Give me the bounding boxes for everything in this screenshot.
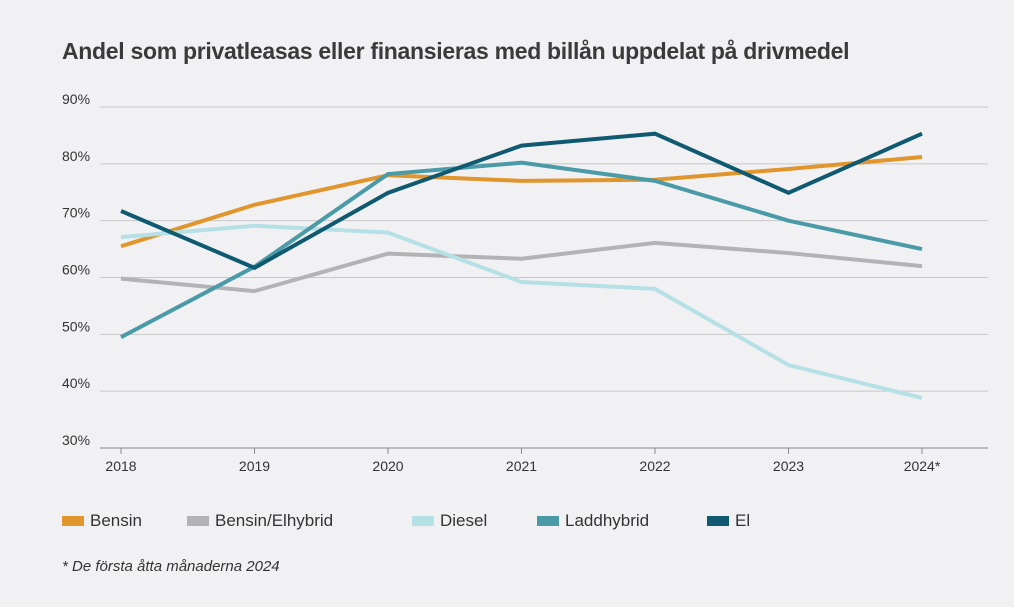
series-line-bensin — [120, 155, 923, 249]
legend-item: Diesel — [412, 511, 537, 531]
y-tick-label: 90% — [62, 91, 90, 107]
x-tick-label: 2019 — [239, 458, 270, 474]
legend-item: El — [707, 511, 767, 531]
legend-label: Bensin/Elhybrid — [215, 511, 334, 530]
y-tick-label: 70% — [62, 205, 90, 221]
y-tick-label: 80% — [62, 148, 90, 164]
legend-label: Bensin — [90, 511, 142, 530]
legend-item: Laddhybrid — [537, 511, 707, 531]
x-tick-label: 2021 — [506, 458, 537, 474]
legend-swatch — [62, 516, 84, 526]
legend-label: Laddhybrid — [565, 511, 650, 530]
x-tick-label: 2022 — [639, 458, 670, 474]
x-tick-label: 2024* — [904, 458, 941, 474]
x-tick-label: 2018 — [105, 458, 136, 474]
footnote: * De första åtta månaderna 2024 — [62, 558, 280, 575]
legend: Bensin Bensin/Elhybrid Diesel Laddhybrid El — [62, 511, 767, 531]
y-tick-label: 40% — [62, 375, 90, 391]
y-tick-label: 30% — [62, 432, 90, 448]
x-tick-label: 2023 — [773, 458, 804, 474]
series-line-el — [120, 131, 923, 271]
legend-swatch — [187, 516, 209, 526]
legend-swatch — [412, 516, 434, 526]
legend-label: El — [735, 511, 751, 530]
legend-label: Diesel — [440, 511, 488, 530]
series-line-diesel — [120, 223, 923, 400]
legend-swatch — [707, 516, 729, 526]
legend-swatch — [537, 516, 559, 526]
legend-item: Bensin — [62, 511, 187, 531]
y-tick-label: 60% — [62, 262, 90, 278]
y-tick-label: 50% — [62, 318, 90, 334]
x-tick-label: 2020 — [372, 458, 403, 474]
legend-item: Bensin/Elhybrid — [187, 511, 412, 531]
chart-title: Andel som privatleasas eller finansieras… — [62, 38, 850, 64]
